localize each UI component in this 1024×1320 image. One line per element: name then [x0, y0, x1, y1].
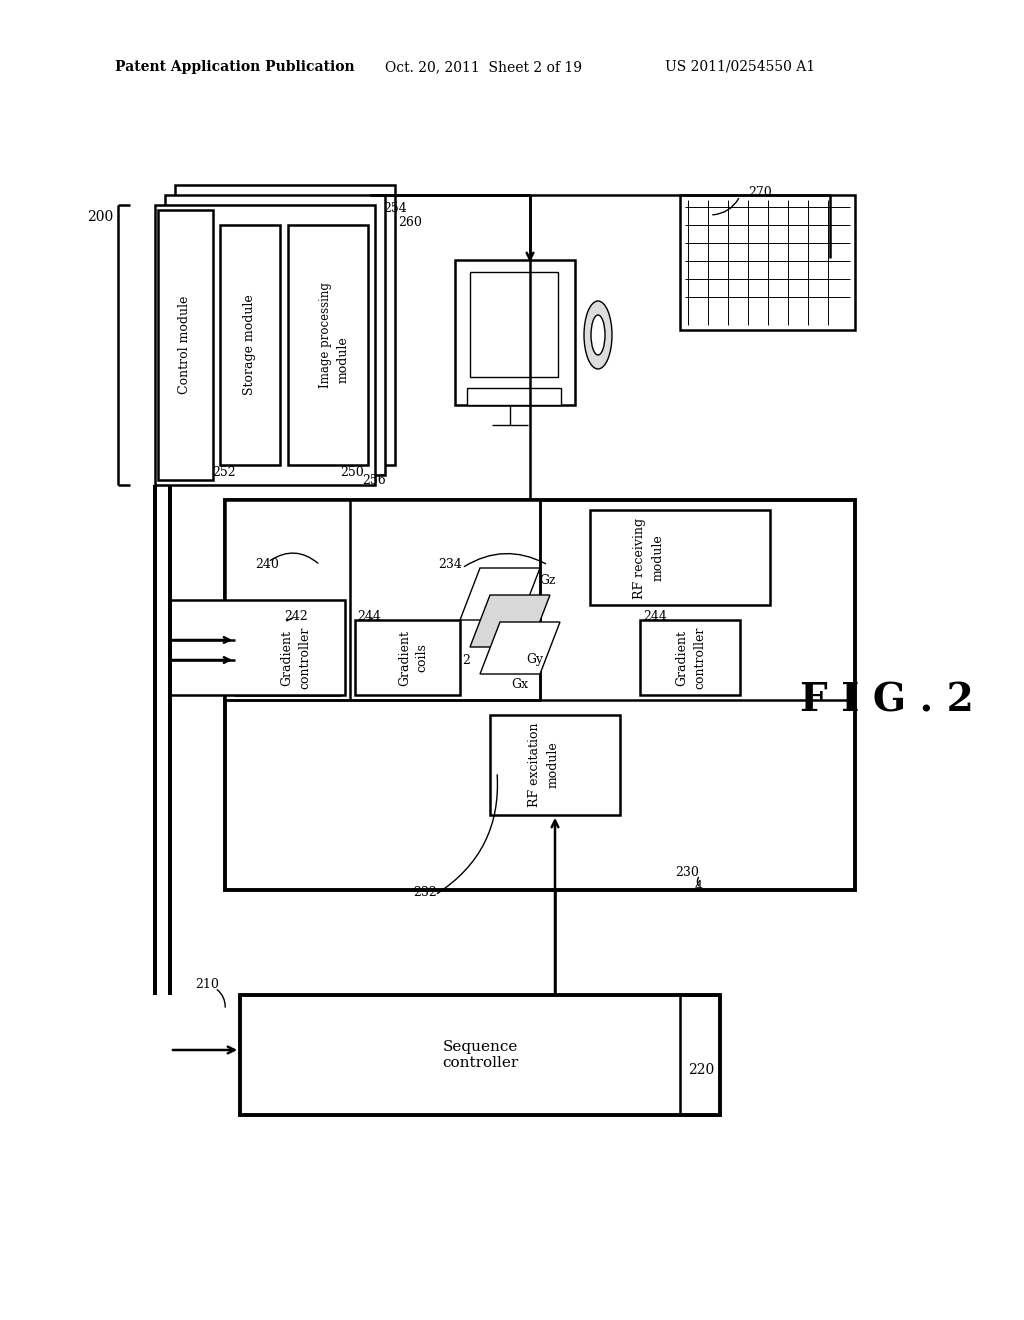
Text: Sequence
controller: Sequence controller [442, 1040, 518, 1071]
Text: 4: 4 [695, 879, 703, 892]
Text: 254: 254 [383, 202, 407, 214]
Text: 270: 270 [749, 186, 772, 199]
Text: module: module [651, 535, 665, 581]
Polygon shape [470, 595, 550, 647]
Bar [175, 185, 395, 465]
Bar [155, 205, 375, 484]
Text: 232: 232 [413, 886, 437, 899]
Text: Gradient: Gradient [281, 630, 294, 686]
Text: module: module [337, 337, 349, 383]
Bar [165, 195, 385, 475]
Text: 244: 244 [357, 610, 381, 623]
Bar [355, 620, 460, 696]
Bar [470, 272, 558, 378]
Text: Gy: Gy [526, 653, 544, 667]
Text: 220: 220 [688, 1063, 715, 1077]
Bar [220, 224, 280, 465]
Bar [170, 601, 345, 696]
Text: Image processing: Image processing [318, 282, 332, 388]
Text: 2: 2 [462, 653, 470, 667]
Bar [225, 500, 540, 700]
Text: module: module [547, 742, 559, 788]
Text: Storage module: Storage module [244, 294, 256, 396]
Polygon shape [460, 568, 540, 620]
Text: 244: 244 [643, 610, 667, 623]
Text: Oct. 20, 2011  Sheet 2 of 19: Oct. 20, 2011 Sheet 2 of 19 [385, 59, 582, 74]
Bar [590, 510, 770, 605]
Bar [455, 260, 575, 405]
Ellipse shape [584, 301, 612, 370]
Text: 256: 256 [362, 474, 386, 487]
Bar [467, 388, 561, 405]
Text: F I G . 2: F I G . 2 [800, 681, 974, 719]
Bar [234, 620, 340, 696]
Bar [680, 195, 855, 330]
Ellipse shape [591, 315, 605, 355]
Bar [240, 995, 720, 1115]
Text: 200: 200 [87, 210, 113, 224]
Text: 250: 250 [340, 466, 364, 479]
Bar [158, 210, 213, 480]
Text: 234: 234 [438, 558, 462, 572]
Text: 240: 240 [255, 558, 279, 572]
Text: RF excitation: RF excitation [528, 723, 542, 808]
Text: US 2011/0254550 A1: US 2011/0254550 A1 [665, 59, 815, 74]
Text: Gradient: Gradient [676, 630, 688, 686]
Text: coils: coils [416, 644, 428, 672]
Bar [288, 224, 368, 465]
Text: controller: controller [693, 627, 707, 689]
Text: Gz: Gz [540, 573, 556, 586]
Text: RF receiving: RF receiving [634, 517, 646, 598]
Bar [225, 500, 855, 890]
Text: 242: 242 [284, 610, 308, 623]
Text: 260: 260 [398, 215, 422, 228]
Text: 230: 230 [675, 866, 698, 879]
Polygon shape [480, 622, 560, 675]
Bar [640, 620, 740, 696]
Text: Patent Application Publication: Patent Application Publication [115, 59, 354, 74]
Text: Control module: Control module [178, 296, 191, 395]
Text: controller: controller [299, 627, 311, 689]
Text: Gradient: Gradient [398, 630, 412, 686]
Text: Gx: Gx [512, 678, 528, 692]
Bar [490, 715, 620, 814]
Text: 210: 210 [195, 978, 219, 991]
Text: 252: 252 [212, 466, 236, 479]
